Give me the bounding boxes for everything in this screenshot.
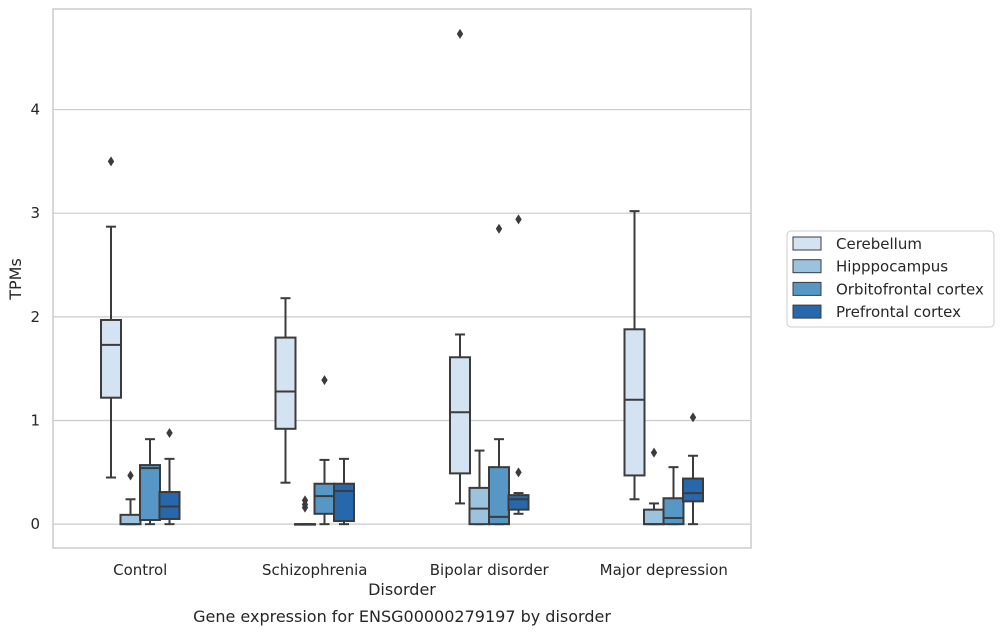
box-group [468, 449, 491, 526]
y-tick-label: 0 [30, 515, 40, 533]
outlier-point [321, 375, 328, 386]
box-group [274, 297, 297, 484]
legend-label: Hipppocampus [836, 258, 948, 276]
box-group [643, 447, 665, 526]
legend-label: Prefrontal cortex [836, 303, 961, 321]
outlier-point [166, 427, 173, 438]
legend-label: Cerebellum [836, 235, 922, 253]
box-group [333, 457, 355, 526]
outlier-point [107, 156, 115, 167]
box-group [139, 438, 161, 526]
outlier-point [650, 447, 658, 458]
box-group [100, 156, 122, 479]
box-group [119, 470, 142, 526]
grid-layer [53, 108, 751, 525]
y-tick-label: 4 [30, 101, 40, 119]
box-group [158, 427, 181, 526]
x-axis-title: Disorder [368, 580, 436, 599]
box [100, 318, 122, 399]
box-group [488, 223, 510, 526]
box-group [662, 466, 685, 526]
box-group [313, 375, 336, 526]
box [333, 482, 355, 523]
box-group [507, 214, 530, 515]
outlier-point [456, 28, 464, 39]
plot-frame [52, 8, 752, 549]
box-group [682, 412, 704, 526]
box [643, 508, 665, 526]
outlier-point [301, 495, 309, 506]
box [507, 494, 530, 511]
box [449, 356, 471, 475]
box [468, 486, 491, 526]
box-group [449, 28, 471, 505]
legend-frame [786, 230, 995, 328]
legend-swatch [792, 304, 822, 319]
box [682, 477, 704, 503]
box [119, 513, 142, 526]
outlier-point [127, 470, 134, 481]
box [158, 491, 181, 520]
legend-swatch [792, 236, 822, 251]
y-axis-title: TPMs [6, 258, 25, 301]
y-tick-label: 3 [30, 204, 40, 222]
axis-layer: 0 1 2 3 4 Control Schizophrenia Bipolar disorde… [30, 101, 727, 579]
x-tick-label: Control [113, 561, 167, 579]
outlier-point [515, 467, 522, 478]
legend: Cerebellum Hipppocampus Orbitofrontal cort… [786, 230, 995, 328]
box-layer [100, 28, 704, 526]
legend-swatch [792, 281, 822, 296]
x-tick-label: Schizophrenia [262, 561, 367, 579]
x-tick-label: Major depression [600, 561, 728, 579]
box-group [623, 210, 646, 501]
box [274, 336, 297, 430]
outlier-point [495, 223, 503, 234]
figure-caption: Gene expression for ENSG00000279197 by d… [193, 607, 611, 626]
box [623, 328, 646, 477]
x-tick-label: Bipolar disorder [430, 561, 550, 579]
legend-items: Cerebellum Hipppocampus Orbitofrontal cort… [792, 235, 984, 321]
y-tick-label: 2 [30, 308, 40, 326]
outlier-point [689, 412, 697, 423]
box-group [294, 495, 316, 526]
box [488, 466, 510, 526]
box [313, 482, 336, 515]
box [662, 497, 685, 526]
y-tick-label: 1 [30, 412, 40, 430]
outlier-point [515, 214, 522, 225]
legend-swatch [792, 259, 822, 274]
box [139, 464, 161, 522]
legend-label: Orbitofrontal cortex [836, 280, 984, 298]
